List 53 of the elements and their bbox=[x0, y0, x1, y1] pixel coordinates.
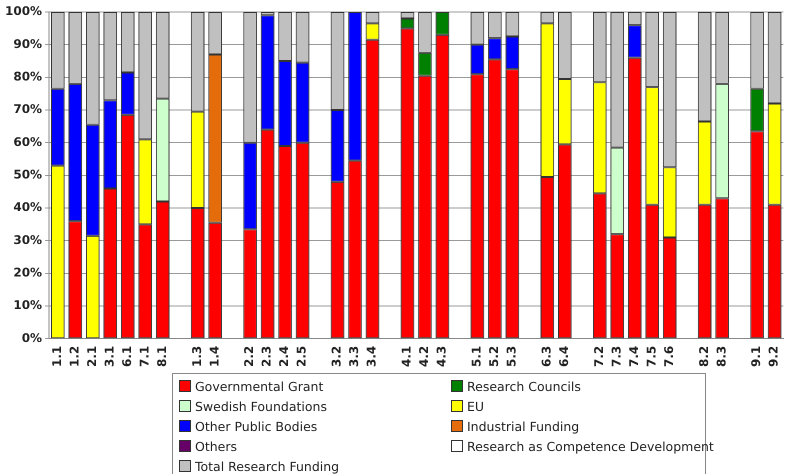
x-tick-label: 6.3 bbox=[539, 346, 554, 368]
legend-label: Swedish Foundations bbox=[195, 398, 327, 414]
x-tick-label: 8.1 bbox=[154, 346, 169, 368]
y-tick-label: 20% bbox=[13, 266, 42, 280]
x-tick-label: 5.2 bbox=[487, 346, 502, 368]
x-tick-label: 1.2 bbox=[67, 346, 82, 368]
x-tick-label: 7.3 bbox=[609, 346, 624, 368]
x-tick-label: 9.1 bbox=[749, 346, 764, 368]
x-tick-label: 6.1 bbox=[120, 346, 134, 368]
x-tick-label: 8.2 bbox=[696, 346, 711, 368]
x-tick-label: 1.3 bbox=[190, 346, 204, 368]
y-tick-label: 70% bbox=[13, 102, 42, 116]
x-tick-label: 4.1 bbox=[400, 346, 414, 368]
x-tick-label: 2.1 bbox=[84, 346, 99, 368]
x-tick-label: 1.4 bbox=[207, 346, 222, 368]
legend-label: Other Public Bodies bbox=[195, 418, 318, 434]
x-tick-label: 3.4 bbox=[364, 346, 379, 368]
x-tick-label: 2.5 bbox=[294, 346, 309, 368]
x-tick-label: 7.4 bbox=[626, 346, 641, 368]
x-tick-label: 8.3 bbox=[714, 346, 728, 368]
y-tick-label: 100% bbox=[4, 4, 42, 18]
x-tick-label: 3.2 bbox=[330, 346, 344, 368]
legend-label: EU bbox=[467, 398, 484, 414]
x-tick-label: 3.1 bbox=[102, 346, 116, 368]
y-tick-label: 10% bbox=[13, 298, 42, 312]
x-tick-label: 7.2 bbox=[592, 346, 606, 368]
x-tick-label: 1.1 bbox=[50, 346, 64, 368]
x-tick-label: 9.2 bbox=[766, 346, 781, 368]
x-tick-label: 6.4 bbox=[556, 346, 571, 368]
y-tick-label: 60% bbox=[13, 134, 42, 149]
x-tick-label: 2.2 bbox=[242, 346, 256, 368]
x-tick-label: 3.3 bbox=[347, 346, 362, 368]
legend-label: Research as Competence Development bbox=[467, 438, 714, 454]
x-tick-label: 2.4 bbox=[277, 346, 292, 368]
x-tick-label: 7.6 bbox=[662, 346, 676, 368]
legend-label: Total Research Funding bbox=[195, 458, 340, 474]
legend-label: Others bbox=[195, 438, 238, 454]
y-tick-label: 90% bbox=[13, 36, 42, 51]
y-tick-label: 50% bbox=[13, 167, 42, 182]
legend-label: Industrial Funding bbox=[467, 418, 580, 434]
x-tick-label: 7.1 bbox=[137, 346, 152, 368]
y-tick-label: 40% bbox=[13, 200, 42, 214]
y-tick-label: 0% bbox=[22, 330, 42, 345]
x-tick-label: 2.3 bbox=[260, 346, 274, 368]
y-tick-label: 80% bbox=[13, 69, 42, 84]
legend-label: Governmental Grant bbox=[195, 378, 324, 394]
y-tick-label: 30% bbox=[13, 232, 42, 247]
x-tick-label: 4.2 bbox=[417, 346, 432, 368]
x-tick-label: 5.3 bbox=[504, 346, 518, 368]
legend-label: Research Councils bbox=[467, 378, 581, 394]
x-tick-label: 5.1 bbox=[470, 346, 484, 368]
x-tick-label: 4.3 bbox=[434, 346, 449, 368]
x-tick-label: 7.5 bbox=[644, 346, 658, 368]
